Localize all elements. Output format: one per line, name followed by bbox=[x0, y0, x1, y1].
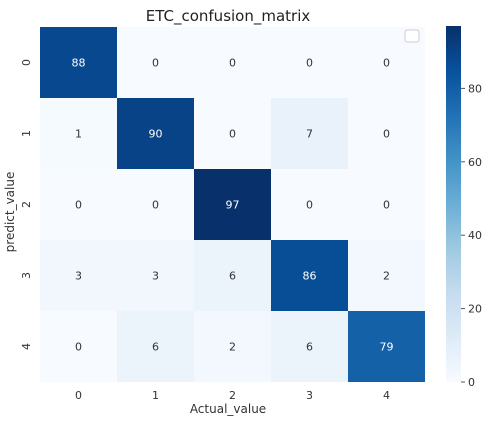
x-tick-label: 2 bbox=[229, 389, 236, 402]
x-axis-label: Actual_value bbox=[190, 402, 266, 416]
y-axis-ticks: 0 1 2 3 4 bbox=[20, 59, 33, 350]
cell-value-label: 0 bbox=[383, 128, 390, 141]
heatmap-cell bbox=[40, 98, 117, 169]
heatmap-cell bbox=[271, 98, 348, 169]
heatmap-cell bbox=[117, 169, 194, 240]
cell-value-label: 6 bbox=[229, 270, 236, 283]
colorbar-tick-label: 40 bbox=[468, 229, 482, 242]
y-tick-label: 1 bbox=[20, 130, 33, 137]
chart-title: ETC_confusion_matrix bbox=[146, 7, 311, 26]
cell-value-label: 90 bbox=[149, 128, 163, 141]
cell-value-label: 2 bbox=[383, 270, 390, 283]
heatmap-cell bbox=[194, 169, 271, 240]
y-tick-label: 2 bbox=[20, 201, 33, 208]
heatmap-cell bbox=[40, 169, 117, 240]
cell-value-label: 0 bbox=[229, 57, 236, 70]
heatmap-cell bbox=[348, 169, 425, 240]
heatmap-cell bbox=[271, 169, 348, 240]
cell-value-label: 0 bbox=[152, 199, 159, 212]
heatmap-cell bbox=[40, 311, 117, 382]
legend-box bbox=[404, 29, 420, 43]
x-axis-ticks: 0 1 2 3 4 bbox=[75, 389, 390, 402]
heatmap-cell bbox=[117, 311, 194, 382]
heatmap-cell bbox=[117, 27, 194, 98]
cell-value-label: 3 bbox=[152, 270, 159, 283]
cell-value-label: 6 bbox=[306, 341, 313, 354]
cell-value-label: 0 bbox=[75, 199, 82, 212]
heatmap-cell bbox=[348, 240, 425, 311]
y-tick-label: 0 bbox=[20, 59, 33, 66]
heatmap-cell bbox=[117, 98, 194, 169]
x-tick-label: 4 bbox=[383, 389, 390, 402]
heatmap-cell bbox=[271, 311, 348, 382]
cell-value-label: 88 bbox=[72, 57, 86, 70]
y-tick-label: 4 bbox=[20, 343, 33, 350]
cell-value-label: 97 bbox=[226, 199, 240, 212]
cell-value-label: 1 bbox=[75, 128, 82, 141]
y-axis-label: predict_value bbox=[3, 172, 17, 253]
colorbar-ticks: 0 20 40 60 80 bbox=[461, 82, 482, 389]
cell-value-label: 0 bbox=[383, 199, 390, 212]
heatmap-cell bbox=[348, 98, 425, 169]
heatmap-cell bbox=[271, 240, 348, 311]
heatmap-cell bbox=[194, 240, 271, 311]
heatmap-cell bbox=[194, 98, 271, 169]
heatmap-cell bbox=[194, 27, 271, 98]
colorbar-tick-label: 80 bbox=[468, 82, 482, 95]
colorbar-tick-label: 0 bbox=[468, 376, 475, 389]
heatmap-cell bbox=[117, 240, 194, 311]
cell-value-label: 7 bbox=[306, 128, 313, 141]
cell-value-label: 2 bbox=[229, 341, 236, 354]
cell-value-label: 0 bbox=[306, 199, 313, 212]
heatmap-cell bbox=[271, 27, 348, 98]
cell-value-label: 0 bbox=[306, 57, 313, 70]
x-tick-label: 1 bbox=[152, 389, 159, 402]
heatmap-cell bbox=[194, 311, 271, 382]
cell-value-label: 3 bbox=[75, 270, 82, 283]
y-tick-label: 3 bbox=[20, 272, 33, 279]
cell-value-label: 6 bbox=[152, 341, 159, 354]
cell-value-label: 0 bbox=[229, 128, 236, 141]
x-tick-label: 0 bbox=[75, 389, 82, 402]
heatmap-cell bbox=[40, 27, 117, 98]
x-tick-label: 3 bbox=[306, 389, 313, 402]
cell-value-label: 0 bbox=[152, 57, 159, 70]
heatmap-cell-labels: 88 0 0 0 0 1 90 0 7 0 0 0 97 0 0 3 3 6 86 2 0 6 2 6 79 bbox=[72, 57, 394, 354]
cell-value-label: 79 bbox=[380, 341, 394, 354]
colorbar bbox=[446, 26, 461, 382]
cell-value-label: 0 bbox=[75, 341, 82, 354]
colorbar-tick-label: 60 bbox=[468, 156, 482, 169]
cell-value-label: 86 bbox=[303, 270, 317, 283]
heatmap-cells bbox=[40, 27, 425, 382]
heatmap-cell bbox=[40, 240, 117, 311]
cell-value-label: 0 bbox=[383, 57, 390, 70]
heatmap-cell bbox=[348, 311, 425, 382]
colorbar-tick-label: 20 bbox=[468, 303, 482, 316]
